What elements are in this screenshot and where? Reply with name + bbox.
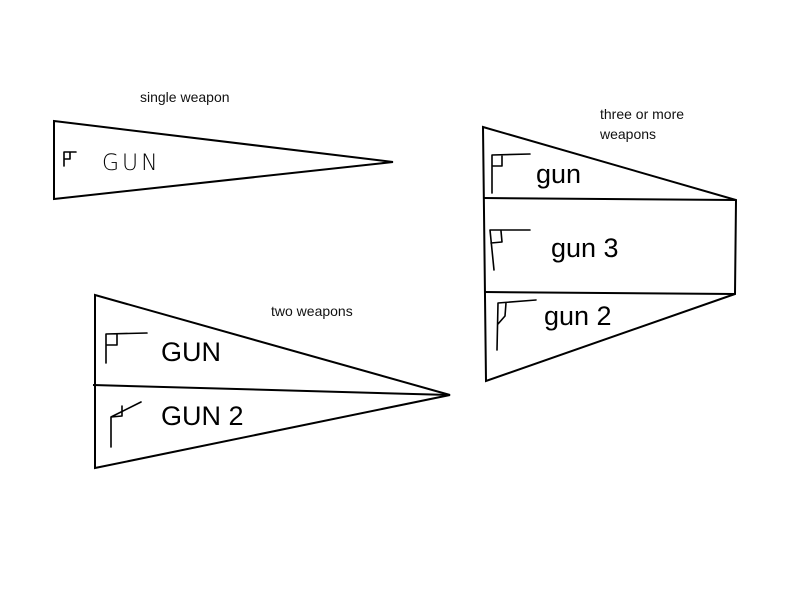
banner-three-weapons: gun gun 3 gun 2 <box>481 125 738 383</box>
banner-two-weapons: GUN GUN 2 <box>92 293 451 470</box>
weapon-slot-label: gun 3 <box>551 233 619 263</box>
banner-outline <box>94 293 451 470</box>
banner-single-weapon: GUN <box>53 119 394 201</box>
banner-outline <box>53 119 394 201</box>
caption-two-weapons: two weapons <box>271 303 353 319</box>
caption-three-weapons-line1: three or more <box>600 106 684 122</box>
slot-divider <box>483 291 736 295</box>
weapon-slot-label: GUN <box>102 151 161 176</box>
caption-single-weapon: single weapon <box>140 89 230 105</box>
weapon-slot-label: GUN 2 <box>161 401 244 431</box>
gun-icon <box>491 153 531 194</box>
weapon-slot-label: gun <box>536 159 581 189</box>
weapon-slot-label: GUN <box>161 337 221 367</box>
slot-divider <box>482 197 737 201</box>
caption-three-weapons-line2: weapons <box>599 126 656 142</box>
gun-icon <box>63 151 77 167</box>
gun-icon <box>489 229 531 271</box>
gun-icon <box>110 401 142 448</box>
slot-divider <box>92 384 451 396</box>
gun-icon <box>496 299 537 351</box>
gun-icon <box>105 332 148 364</box>
weapon-slot-label: gun 2 <box>544 301 612 331</box>
